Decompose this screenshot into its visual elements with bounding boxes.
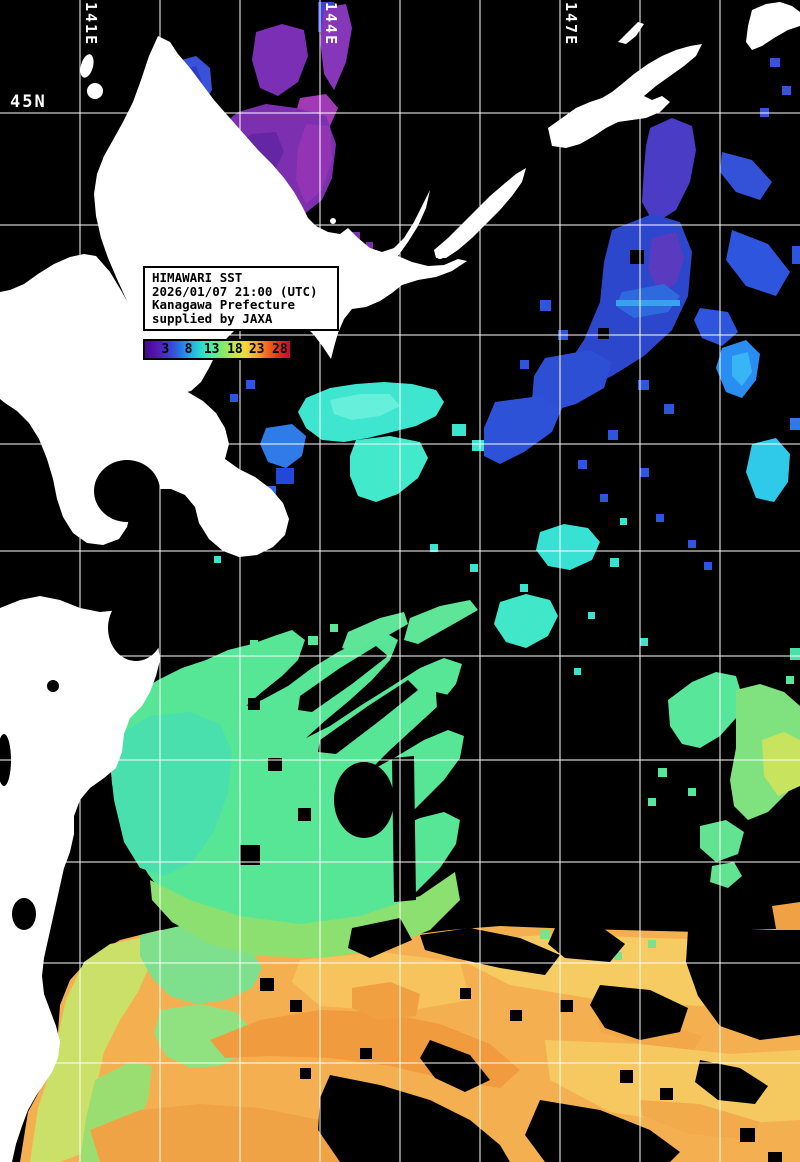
- info-source: Kanagawa Prefecture: [152, 297, 295, 312]
- land-honshu: [0, 596, 160, 1162]
- colorbar-tick-18: 18: [227, 342, 243, 357]
- sst-colorbar-legend: 3 8 13 18 23 28: [143, 339, 292, 360]
- land-kuril-northeast: [746, 2, 800, 50]
- info-datetime: 2026/01/07 21:00 (UTC): [152, 283, 318, 299]
- land-southwest-hokkaido: [0, 254, 289, 557]
- colorbar-tick-13: 13: [203, 342, 220, 357]
- land-kuril-small: [618, 22, 644, 44]
- colorbar-tick-3: 3: [161, 342, 170, 357]
- longitude-label-147E: 147E: [562, 2, 580, 47]
- sst-region-blue-kuril: [484, 58, 800, 570]
- land-rishiri-island: [87, 83, 103, 99]
- colorbar-tick-28: 28: [272, 342, 288, 357]
- longitude-label-144E: 144E: [322, 2, 340, 47]
- info-title: HIMAWARI SST: [152, 270, 243, 285]
- cloud-gaps: [240, 250, 800, 1162]
- land-rebun-island: [80, 54, 94, 78]
- funka-bay: [94, 460, 160, 522]
- sst-region-green-east: [648, 648, 800, 888]
- mutsu-bay: [108, 595, 164, 661]
- sst-region-cyan-mid: [430, 518, 656, 960]
- info-box: HIMAWARI SST 2026/01/07 21:00 (UTC) Kana…: [143, 266, 339, 331]
- longitude-label-141E: 141E: [82, 2, 100, 47]
- info-supplier: supplied by JAXA: [152, 310, 273, 326]
- land-iturup-island: [548, 44, 702, 148]
- sst-region-cyan-center: [88, 380, 484, 563]
- colorbar-tick-8: 8: [184, 342, 193, 357]
- colorbar-tick-23: 23: [248, 342, 265, 357]
- latitude-label-45N: 45N: [10, 92, 47, 112]
